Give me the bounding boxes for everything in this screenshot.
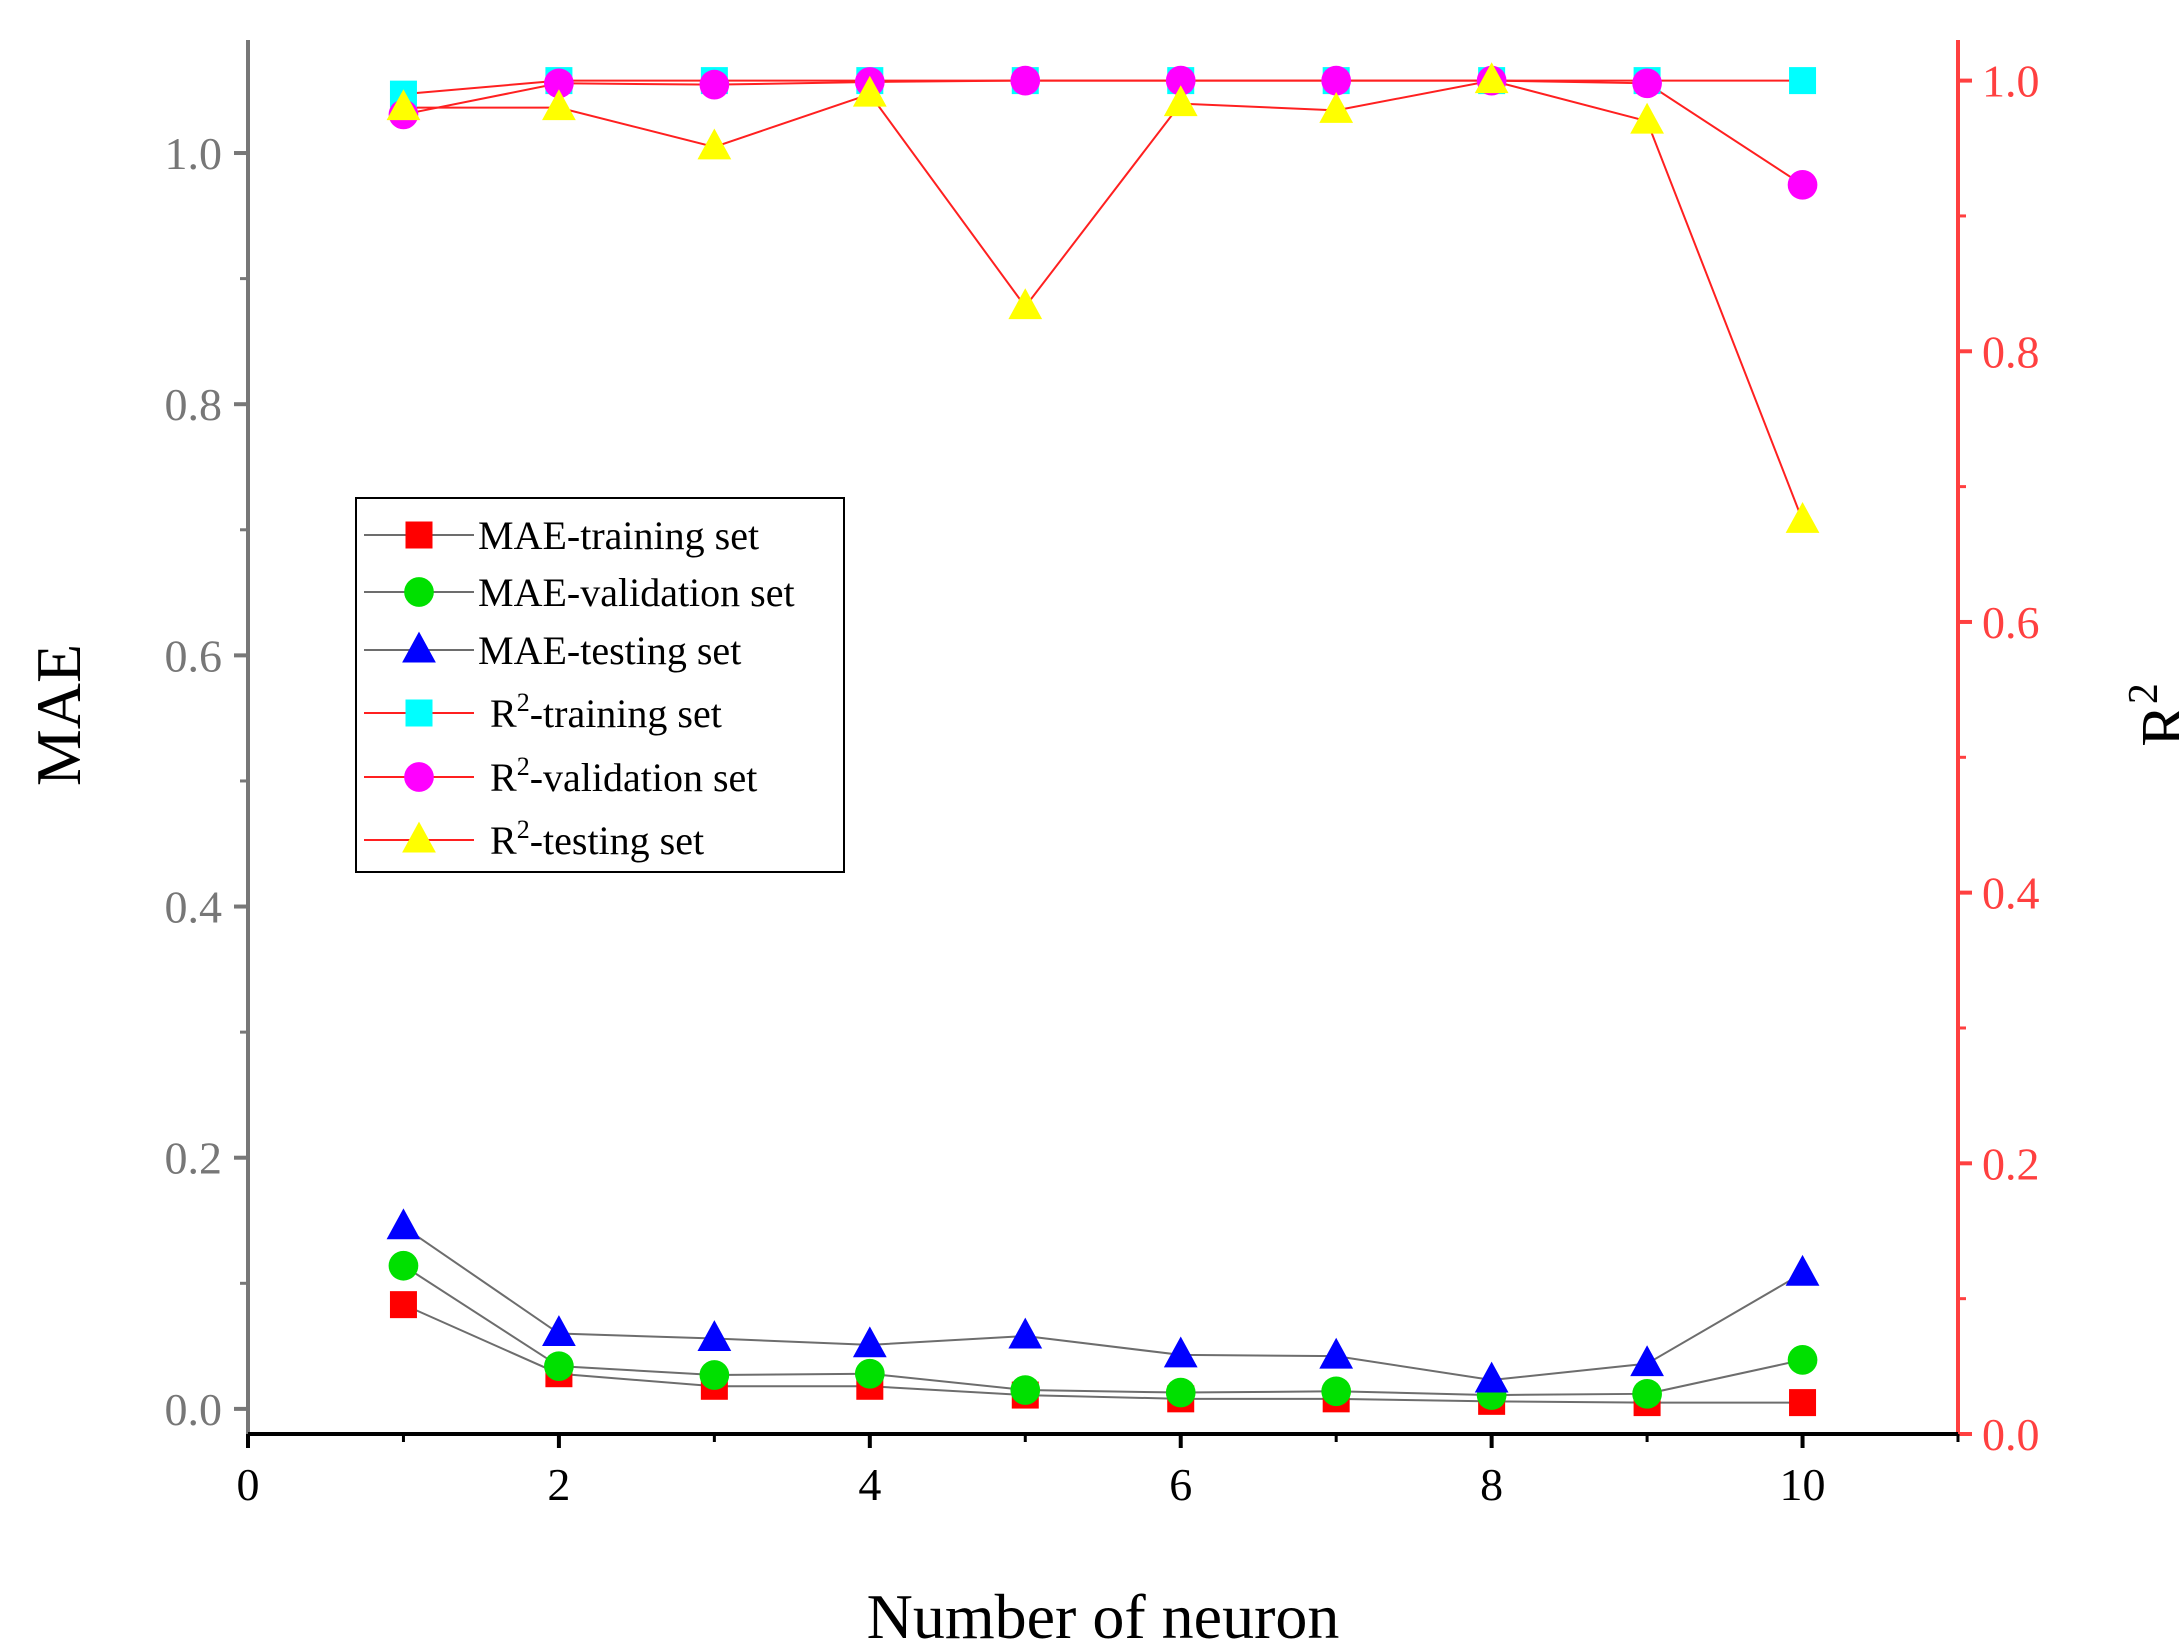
point-mae_train [389, 1291, 417, 1319]
point-mae_test [1785, 1254, 1820, 1286]
legend-marker-r2_test [402, 821, 436, 853]
point-r2_val [1321, 65, 1352, 96]
point-mae_test [386, 1208, 421, 1240]
y-axis-right-title-sup: 2 [2121, 683, 2167, 704]
point-mae_test [1474, 1361, 1509, 1393]
point-r2_train [1789, 67, 1817, 95]
point-mae_val [544, 1351, 574, 1382]
point-r2_test [542, 89, 576, 121]
bottom-tick-label: 6 [1169, 1459, 1192, 1510]
legend: MAE-training set MAE-validation set MAE-te… [355, 497, 845, 873]
bottom-tick-label: 10 [1780, 1459, 1826, 1510]
left-tick-label: 0.0 [165, 1384, 223, 1435]
legend-marker-mae_test [402, 631, 436, 663]
legend-label-mae_test: MAE-testing set [478, 628, 741, 673]
point-mae_test [542, 1315, 576, 1347]
legend-marker-r2_train [405, 699, 433, 727]
bottom-tick-label: 4 [858, 1459, 881, 1510]
point-mae_val [1165, 1377, 1196, 1408]
right-y-axis: 0.0 0.2 0.4 0.6 0.8 1.0 [1956, 40, 2040, 1460]
point-r2_val [1787, 169, 1818, 200]
point-r2_val [1632, 68, 1662, 99]
right-tick-label: 1.0 [1982, 56, 2040, 107]
y-axis-left-title: MAE [23, 644, 94, 786]
right-tick-label: 0.0 [1982, 1409, 2040, 1460]
legend-box [355, 497, 845, 873]
legend-label-mae_train: MAE-training set [478, 513, 759, 558]
point-r2_test [1474, 62, 1509, 94]
point-mae_val [1010, 1375, 1041, 1405]
point-r2_val [1165, 65, 1196, 96]
point-mae_test [852, 1326, 887, 1358]
point-r2_val [544, 68, 574, 99]
series-markers [386, 62, 1820, 1417]
point-r2_test [1785, 502, 1820, 533]
point-r2_test [1319, 91, 1354, 123]
point-mae_val [1321, 1376, 1352, 1407]
point-mae_val [388, 1250, 419, 1281]
legend-label-mae_val: MAE-validation set [478, 570, 795, 615]
y-axis-right-title: R2 [2121, 683, 2179, 747]
point-mae_test [1630, 1345, 1664, 1377]
point-r2_test [1163, 85, 1198, 117]
point-r2_test [697, 128, 732, 160]
series-line-r2_val [403, 79, 1804, 186]
legend-label-r2_val: R2-validation set [490, 752, 757, 800]
point-r2_test [386, 89, 421, 121]
series-line-mae_test [402, 1225, 1804, 1382]
series-line-r2_test [403, 79, 1804, 521]
legend-marker-r2_val [404, 762, 434, 792]
point-mae_val [1632, 1378, 1662, 1409]
series-line-mae_val [402, 1264, 1803, 1397]
series-line-mae_train [403, 1303, 1803, 1404]
point-mae_val [854, 1358, 885, 1389]
right-tick-label: 0.6 [1982, 597, 2040, 648]
bottom-tick-label: 8 [1480, 1459, 1503, 1510]
legend-label-r2_train: R2-training set [490, 688, 722, 736]
legend-label-r2_test: R2-testing set [490, 815, 704, 863]
point-mae_val [1787, 1345, 1818, 1375]
point-r2_val [699, 69, 730, 100]
legend-marker-mae_train [405, 521, 433, 549]
right-tick-label: 0.8 [1982, 326, 2040, 377]
point-r2_test [852, 75, 887, 107]
point-mae_test [1008, 1317, 1043, 1349]
left-tick-label: 1.0 [165, 128, 223, 179]
right-tick-label: 0.4 [1982, 868, 2040, 919]
left-tick-label: 0.4 [165, 882, 223, 933]
left-tick-label: 0.8 [165, 379, 223, 430]
point-r2_test [1008, 288, 1043, 320]
point-mae_test [1319, 1337, 1354, 1369]
point-mae_val [699, 1360, 730, 1390]
left-tick-label: 0.6 [165, 630, 223, 681]
point-r2_test [1630, 102, 1664, 134]
series-lines [402, 79, 1804, 1404]
bottom-tick-label: 0 [237, 1459, 260, 1510]
point-mae_test [697, 1320, 732, 1352]
bottom-tick-label: 2 [547, 1459, 570, 1510]
point-r2_val [1010, 65, 1041, 96]
y-axis-right-title-base: R [2128, 704, 2179, 747]
x-axis-title: Number of neuron [867, 1581, 1340, 1650]
legend-marker-mae_val [404, 577, 434, 607]
point-mae_train [1789, 1389, 1817, 1417]
left-y-axis: 0.0 0.2 0.4 0.6 0.8 1.0 [165, 40, 250, 1435]
left-tick-label: 0.2 [165, 1133, 223, 1184]
x-axis: 0 2 4 6 8 10 [237, 1432, 1960, 1510]
point-mae_test [1163, 1336, 1198, 1368]
right-tick-label: 0.2 [1982, 1138, 2040, 1189]
